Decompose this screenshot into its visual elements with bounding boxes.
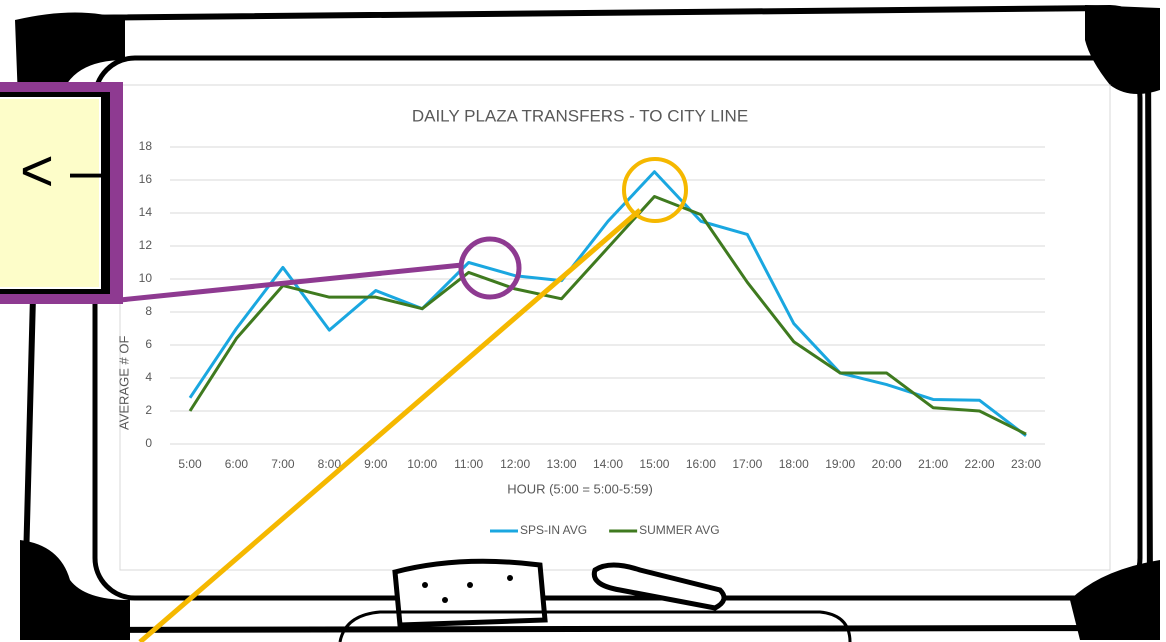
x-tick-label: 6:00 [225,457,249,471]
corner [15,12,125,100]
y-tick-label: 4 [145,370,152,384]
x-tick-label: 20:00 [872,457,902,471]
x-tick-label: 8:00 [318,457,342,471]
corner [20,540,130,640]
y-tick-label: 14 [139,205,153,219]
eraser-dot [422,582,428,588]
legend-label: SPS-IN AVG [520,523,587,537]
x-tick-label: 19:00 [825,457,855,471]
y-tick-label: 2 [145,403,152,417]
y-tick-label: 18 [139,139,153,153]
y-tick-label: 8 [145,304,152,318]
chart-title: DAILY PLAZA TRANSFERS - TO CITY LINE [412,106,748,125]
y-tick-label: 10 [139,271,153,285]
legend-label: SUMMER AVG [639,523,719,537]
callout-box [0,97,101,289]
x-tick-label: 15:00 [639,457,669,471]
y-tick-label: 6 [145,337,152,351]
eraser [392,558,548,628]
series-line [188,170,1027,437]
callout-text: < – [20,138,103,203]
eraser-dot [507,575,513,581]
corner [1085,5,1160,94]
corner [1070,560,1160,640]
eraser-dot [467,582,473,588]
x-tick-label: 21:00 [918,457,948,471]
highlight-circle [458,236,522,300]
x-tick-label: 23:00 [1011,457,1041,471]
tray [338,610,852,642]
x-tick-label: 11:00 [454,457,483,471]
eraser-dot [442,597,448,603]
y-axis-label: AVERAGE # OF [116,336,131,430]
x-tick-label: 14:00 [593,457,623,471]
y-tick-label: 16 [139,172,153,186]
x-tick-label: 9:00 [364,457,388,471]
x-tick-label: 7:00 [271,457,295,471]
x-axis-label: HOUR (5:00 = 5:00-5:59) [507,481,653,496]
x-tick-label: 5:00 [178,457,202,471]
highlight-circle [622,157,688,223]
x-tick-label: 13:00 [547,457,577,471]
x-tick-label: 16:00 [686,457,716,471]
chart-panel [119,84,1111,571]
x-tick-label: 18:00 [779,457,809,471]
y-tick-label: 12 [139,238,153,252]
marker [591,562,727,611]
x-tick-label: 17:00 [732,457,762,471]
x-tick-label: 10:00 [407,457,437,471]
connector [138,208,642,642]
y-tick-label: 0 [145,436,152,450]
chart: DAILY PLAZA TRANSFERS - TO CITY LINE HOU… [116,106,1045,537]
series-line [188,195,1027,436]
x-tick-label: 12:00 [500,457,530,471]
connector [119,262,463,303]
x-tick-label: 22:00 [965,457,995,471]
